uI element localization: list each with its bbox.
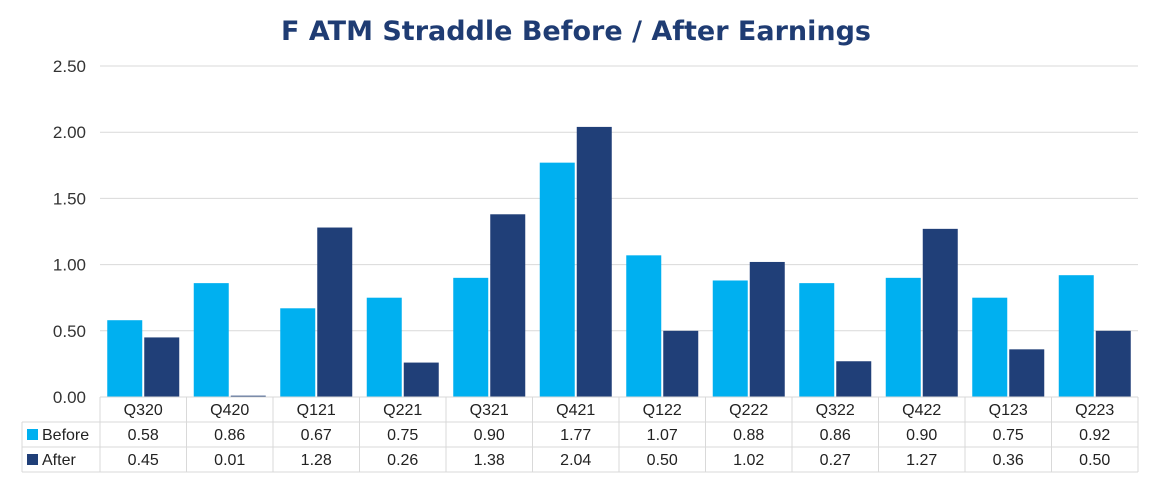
data-label: 1.77: [560, 427, 591, 444]
data-label: 0.36: [993, 452, 1024, 469]
y-tick-label: 0.50: [53, 322, 86, 341]
bar-after-q223: [1095, 330, 1131, 397]
bar-after-q121: [317, 227, 353, 397]
x-tick-label: Q121: [297, 402, 336, 419]
data-label: 0.90: [474, 427, 505, 444]
legend-label-after: After: [42, 452, 76, 469]
x-tick-label: Q321: [470, 402, 509, 419]
bar-before-q221: [366, 297, 402, 397]
bar-before-q322: [799, 283, 835, 397]
data-label: 0.88: [733, 427, 764, 444]
data-label: 1.07: [647, 427, 678, 444]
data-label: 0.86: [820, 427, 851, 444]
bar-before-q420: [193, 283, 229, 397]
bar-before-q223: [1058, 275, 1094, 397]
x-tick-label: Q421: [556, 402, 595, 419]
bar-after-q422: [922, 228, 958, 397]
bar-before-q123: [972, 297, 1008, 397]
bars: [107, 126, 1131, 398]
bar-before-q421: [539, 162, 575, 397]
data-label: 1.27: [906, 452, 937, 469]
legend-key-after: [27, 454, 38, 465]
data-label: 0.01: [214, 452, 245, 469]
legend-label-before: Before: [42, 427, 89, 444]
data-label: 0.67: [301, 427, 332, 444]
y-tick-label: 1.00: [53, 256, 86, 275]
data-label: 0.90: [906, 427, 937, 444]
data-label: 0.27: [820, 452, 851, 469]
x-tick-label: Q222: [729, 402, 768, 419]
bar-after-q222: [749, 261, 785, 397]
data-label: 0.50: [1079, 452, 1110, 469]
data-label: 2.04: [560, 452, 591, 469]
data-label: 0.45: [128, 452, 159, 469]
bar-after-q420: [230, 395, 266, 397]
bar-before-q320: [107, 320, 143, 397]
bar-before-q321: [453, 277, 489, 397]
legend-key-before: [27, 429, 38, 440]
data-label: 0.86: [214, 427, 245, 444]
bar-after-q122: [663, 330, 699, 397]
bar-before-q121: [280, 308, 316, 397]
x-tick-label: Q320: [124, 402, 163, 419]
y-tick-label: 0.00: [53, 388, 86, 407]
x-tick-label: Q420: [210, 402, 249, 419]
y-tick-label: 1.50: [53, 189, 86, 208]
bar-after-q320: [144, 337, 180, 397]
data-label: 0.50: [647, 452, 678, 469]
data-label: 0.75: [993, 427, 1024, 444]
data-label: 1.02: [733, 452, 764, 469]
data-label: 1.38: [474, 452, 505, 469]
bar-before-q122: [626, 255, 662, 397]
data-label: 0.26: [387, 452, 418, 469]
data-label: 0.58: [128, 427, 159, 444]
x-tick-label: Q122: [643, 402, 682, 419]
chart-title: F ATM Straddle Before / After Earnings: [281, 16, 871, 47]
x-tick-label: Q221: [383, 402, 422, 419]
data-table: Q320 Q420 Q121 Q221 Q321 Q421 Q122 Q222 Q322 Q422…: [21, 396, 1139, 473]
data-label: 0.92: [1079, 427, 1110, 444]
x-tick-label: Q223: [1075, 402, 1114, 419]
x-tick-label: Q322: [816, 402, 855, 419]
x-tick-label: Q123: [989, 402, 1028, 419]
y-tick-label: 2.50: [53, 57, 86, 76]
data-label: 0.75: [387, 427, 418, 444]
bar-after-q221: [403, 362, 439, 397]
bar-after-q123: [1009, 349, 1045, 397]
data-label: 1.28: [301, 452, 332, 469]
bar-after-q322: [836, 361, 872, 397]
bar-after-q321: [490, 214, 526, 397]
bar-before-q222: [712, 280, 748, 397]
bar-before-q422: [885, 277, 921, 397]
y-axis: 0.00 0.50 1.00 1.50 2.00 2.50: [53, 57, 86, 407]
y-tick-label: 2.00: [53, 123, 86, 142]
bar-after-q421: [576, 126, 612, 398]
x-tick-label: Q422: [902, 402, 941, 419]
